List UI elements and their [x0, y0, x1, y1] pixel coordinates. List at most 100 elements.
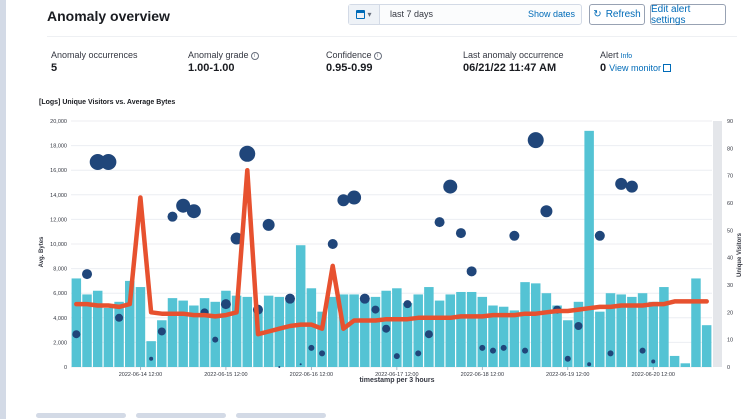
bar [317, 311, 327, 367]
page-title: Anomaly overview [47, 8, 170, 24]
bar [605, 293, 616, 367]
y-axis-label: Avg. Bytes [39, 236, 45, 267]
bar [360, 298, 370, 367]
scatter-point [299, 363, 302, 366]
x-axis-label: timestamp per 3 hours [359, 377, 434, 384]
scatter-point [489, 347, 496, 354]
y2-axis-band [713, 121, 722, 367]
header-divider [47, 36, 737, 37]
y2-tick-label: 20 [727, 310, 733, 316]
edit-alert-settings-button[interactable]: Edit alert settings [650, 4, 726, 26]
bar [221, 290, 231, 367]
stat-grade-label: Anomaly grade [188, 50, 249, 60]
alert-info-link[interactable]: Info [620, 53, 633, 60]
bar [253, 307, 263, 367]
scatter-point [327, 239, 338, 249]
bar [189, 305, 199, 367]
scatter-point [651, 359, 656, 364]
scatter-point [157, 327, 166, 336]
bar [199, 298, 210, 367]
external-link-icon [662, 64, 671, 73]
bar [306, 288, 317, 367]
bar [595, 311, 605, 367]
refresh-button[interactable]: ↻ Refresh [589, 4, 645, 25]
scatter-point [115, 313, 124, 322]
scatter-point [382, 324, 391, 333]
scatter-point [319, 350, 326, 357]
bar [456, 291, 466, 367]
stat-alert-label: Alert [600, 50, 619, 60]
y-tick-label: 14,000 [50, 193, 67, 199]
bar [178, 300, 188, 367]
view-monitor-link[interactable]: View monitor [609, 63, 661, 73]
date-quick-menu-button[interactable]: ▾ [349, 5, 380, 24]
scatter-point [262, 218, 275, 231]
bar [520, 282, 530, 367]
y-tick-label: 0 [64, 365, 67, 371]
bar [135, 287, 146, 367]
stat-confidence-value: 0.95-0.99 [326, 62, 373, 74]
y-tick-label: 18,000 [50, 144, 67, 150]
date-picker[interactable]: ▾ last 7 days Show dates [348, 4, 582, 25]
scatter-point [72, 330, 81, 339]
y2-tick-label: 80 [727, 146, 733, 152]
bar [563, 320, 573, 367]
y-tick-label: 20,000 [50, 119, 67, 125]
bar [349, 294, 359, 367]
scatter-point [308, 344, 315, 351]
scatter-point [625, 180, 638, 193]
bar [680, 363, 691, 367]
bar [71, 278, 82, 367]
y-tick-label: 4,000 [53, 316, 67, 322]
scatter-point [500, 344, 507, 351]
y-tick-label: 12,000 [50, 217, 67, 223]
scatter-point [434, 217, 445, 228]
left-border [0, 0, 6, 419]
bar [691, 278, 701, 367]
bar [509, 310, 520, 367]
bar [92, 290, 103, 367]
bar [541, 293, 552, 367]
stat-occurrences-label: Anomaly occurrences [51, 50, 138, 60]
scatter-point [522, 347, 529, 354]
date-range-text[interactable]: last 7 days [390, 9, 434, 19]
scatter-point [540, 205, 553, 218]
scatter-point [574, 322, 583, 330]
scatter-point [230, 232, 243, 245]
info-icon[interactable]: i [373, 51, 382, 60]
stat-grade-value: 1.00-1.00 [188, 62, 235, 74]
bar [552, 305, 562, 367]
bar [648, 301, 658, 367]
scatter-point [100, 154, 117, 170]
stat-alert-value: 0 [600, 62, 607, 74]
scatter-point [359, 293, 370, 304]
bar [669, 355, 680, 367]
bar [584, 130, 594, 367]
scatter-point [149, 356, 154, 361]
scroll-thumb[interactable] [36, 413, 126, 418]
stat-confidence-title: Confidence i [326, 50, 382, 60]
scatter-point [167, 211, 178, 222]
chart-title: [Logs] Unique Visitors vs. Average Bytes [39, 99, 176, 106]
x-tick-label: 2022-06-19 12:00 [546, 372, 589, 378]
bar [370, 296, 381, 367]
scatter-point [393, 353, 400, 360]
scatter-point [639, 347, 646, 354]
bar [424, 287, 434, 367]
scatter-point [285, 293, 296, 304]
bar [701, 325, 712, 367]
show-dates-link[interactable]: Show dates [527, 9, 575, 19]
x-tick-label: 2022-06-17 12:00 [375, 372, 418, 378]
chevron-down-icon: ▾ [367, 10, 372, 19]
calendar-icon [356, 10, 366, 19]
scroll-thumb[interactable] [236, 413, 326, 418]
info-icon[interactable]: i [250, 51, 259, 60]
scatter-point [239, 145, 256, 162]
bar [157, 320, 167, 367]
scatter-point [607, 350, 614, 357]
refresh-icon: ↻ [593, 9, 602, 20]
scroll-thumb[interactable] [136, 413, 226, 418]
y2-tick-label: 10 [727, 338, 733, 344]
bar [242, 296, 253, 367]
